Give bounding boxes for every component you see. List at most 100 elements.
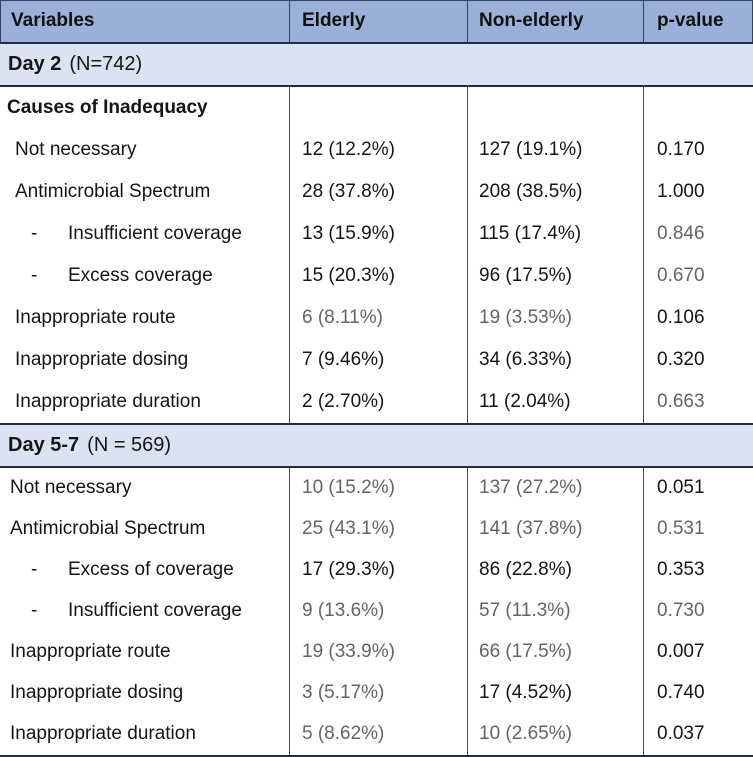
elderly-value-cell: 7 (9.46%) — [289, 339, 467, 381]
row-label-cell: Inappropriate route — [0, 297, 289, 339]
section-sample-size: (N=742) — [69, 53, 143, 75]
section-title: Day 2 — [8, 53, 62, 75]
non-elderly-value-cell: 141 (37.8%) — [467, 509, 643, 550]
non-elderly-value-cell: 11 (2.04%) — [467, 381, 643, 423]
row-label: Insufficient coverage — [68, 600, 242, 622]
elderly-value-cell: 13 (15.9%) — [289, 213, 467, 255]
section-title: Day 5-7 — [8, 434, 80, 456]
elderly-value-cell: 25 (43.1%) — [289, 509, 467, 550]
p-value-cell: 0.531 — [643, 509, 753, 550]
elderly-value-cell: 10 (15.2%) — [289, 468, 467, 509]
non-elderly-value-cell: 34 (6.33%) — [467, 339, 643, 381]
table-section: Day 2 (N=742) Causes of Inadequacy Not nece… — [0, 42, 753, 423]
table-header-row: Variables Elderly Non-elderly p-value — [0, 0, 753, 42]
row-label-cell: Inappropriate duration — [0, 381, 289, 423]
row-label: Excess coverage — [68, 264, 213, 286]
non-elderly-value-cell: 86 (22.8%) — [467, 550, 643, 591]
row-label: Insufficient coverage — [68, 222, 242, 244]
non-elderly-value-cell: 17 (4.52%) — [467, 673, 643, 714]
p-value-cell: 0.320 — [643, 339, 753, 381]
table-row: Not necessary 12 (12.2%) 127 (19.1%) 0.170 — [0, 129, 753, 171]
row-label-cell: - Excess coverage — [0, 255, 289, 297]
row-label: Inappropriate dosing — [10, 682, 184, 704]
row-label-cell: Causes of Inadequacy — [0, 87, 289, 129]
p-value-cell: 0.170 — [643, 129, 753, 171]
row-label: Inappropriate dosing — [15, 348, 189, 370]
non-elderly-value-cell: 208 (38.5%) — [467, 171, 643, 213]
non-elderly-value-cell: 19 (3.53%) — [467, 297, 643, 339]
dash-bullet: - — [31, 264, 38, 286]
non-elderly-value-cell: 10 (2.65%) — [467, 714, 643, 755]
row-label-cell: Inappropriate duration — [0, 714, 289, 755]
table-row: Inappropriate route 6 (8.11%) 19 (3.53%) 0.… — [0, 297, 753, 339]
p-value-cell: 0.730 — [643, 591, 753, 632]
elderly-value-cell: 2 (2.70%) — [289, 381, 467, 423]
p-value-cell: 0.846 — [643, 213, 753, 255]
row-label-cell: - Insufficient coverage — [0, 213, 289, 255]
row-label: Not necessary — [15, 138, 137, 160]
row-label: Antimicrobial Spectrum — [10, 518, 206, 540]
table-section: Day 5-7 (N = 569) Not necessary 10 (15.2%) 1… — [0, 423, 753, 755]
table-row: Antimicrobial Spectrum 28 (37.8%) 208 (38.… — [0, 171, 753, 213]
row-label-cell: Inappropriate route — [0, 632, 289, 673]
elderly-value-cell: 5 (8.62%) — [289, 714, 467, 755]
table-row: - Excess of coverage 17 (29.3%) 86 (22.8%) 0… — [0, 550, 753, 591]
p-value-cell: 0.106 — [643, 297, 753, 339]
elderly-value-cell: 12 (12.2%) — [289, 129, 467, 171]
p-value-cell: 0.037 — [643, 714, 753, 755]
table-row: - Insufficient coverage 9 (13.6%) 57 (11.3%… — [0, 591, 753, 632]
section-header-row: Day 5-7 (N = 569) — [0, 423, 753, 468]
table-row: Inappropriate dosing 3 (5.17%) 17 (4.52%) 0… — [0, 673, 753, 714]
elderly-value-cell: 15 (20.3%) — [289, 255, 467, 297]
elderly-value-cell: 28 (37.8%) — [289, 171, 467, 213]
row-label: Inappropriate route — [15, 306, 176, 328]
column-header-p-value: p-value — [643, 1, 753, 42]
table-row: Causes of Inadequacy — [0, 87, 753, 129]
p-value-cell: 0.740 — [643, 673, 753, 714]
table-row: Inappropriate route 19 (33.9%) 66 (17.5%) 0… — [0, 632, 753, 673]
p-value-cell — [643, 87, 753, 129]
row-label-cell: - Excess of coverage — [0, 550, 289, 591]
dash-bullet: - — [31, 222, 38, 244]
column-header-non-elderly: Non-elderly — [467, 1, 643, 42]
row-label-cell: Inappropriate dosing — [0, 339, 289, 381]
table-body: Day 2 (N=742) Causes of Inadequacy Not nece… — [0, 42, 753, 755]
non-elderly-value-cell: 96 (17.5%) — [467, 255, 643, 297]
row-label: Inappropriate route — [10, 641, 171, 663]
row-label: Not necessary — [10, 477, 132, 499]
table-row: - Excess coverage 15 (20.3%) 96 (17.5%) 0.67… — [0, 255, 753, 297]
non-elderly-value-cell: 127 (19.1%) — [467, 129, 643, 171]
non-elderly-value-cell: 66 (17.5%) — [467, 632, 643, 673]
row-label-cell: Not necessary — [0, 129, 289, 171]
row-label: Inappropriate duration — [10, 723, 196, 745]
section-header-row: Day 2 (N=742) — [0, 42, 753, 87]
p-value-cell: 0.007 — [643, 632, 753, 673]
row-label: Antimicrobial Spectrum — [15, 180, 211, 202]
p-value-cell: 0.051 — [643, 468, 753, 509]
row-label-cell: Antimicrobial Spectrum — [0, 171, 289, 213]
p-value-cell: 0.663 — [643, 381, 753, 423]
elderly-value-cell: 9 (13.6%) — [289, 591, 467, 632]
row-label-cell: - Insufficient coverage — [0, 591, 289, 632]
p-value-cell: 1.000 — [643, 171, 753, 213]
table-row: Inappropriate dosing 7 (9.46%) 34 (6.33%) 0… — [0, 339, 753, 381]
section-sample-size: (N = 569) — [87, 434, 172, 456]
row-label: Excess of coverage — [68, 559, 234, 581]
row-label-cell: Antimicrobial Spectrum — [0, 509, 289, 550]
row-label-cell: Not necessary — [0, 468, 289, 509]
column-header-variables: Variables — [0, 1, 289, 42]
elderly-value-cell: 3 (5.17%) — [289, 673, 467, 714]
non-elderly-value-cell: 57 (11.3%) — [467, 591, 643, 632]
elderly-value-cell: 19 (33.9%) — [289, 632, 467, 673]
column-header-elderly: Elderly — [289, 1, 467, 42]
p-value-cell: 0.670 — [643, 255, 753, 297]
row-label: Inappropriate duration — [15, 390, 201, 412]
elderly-value-cell — [289, 87, 467, 129]
p-value-cell: 0.353 — [643, 550, 753, 591]
table-row: Not necessary 10 (15.2%) 137 (27.2%) 0.051 — [0, 468, 753, 509]
non-elderly-value-cell: 115 (17.4%) — [467, 213, 643, 255]
table-row: - Insufficient coverage 13 (15.9%) 115 (17.… — [0, 213, 753, 255]
table-row: Inappropriate duration 2 (2.70%) 11 (2.04%… — [0, 381, 753, 423]
table-row: Antimicrobial Spectrum 25 (43.1%) 141 (37.… — [0, 509, 753, 550]
